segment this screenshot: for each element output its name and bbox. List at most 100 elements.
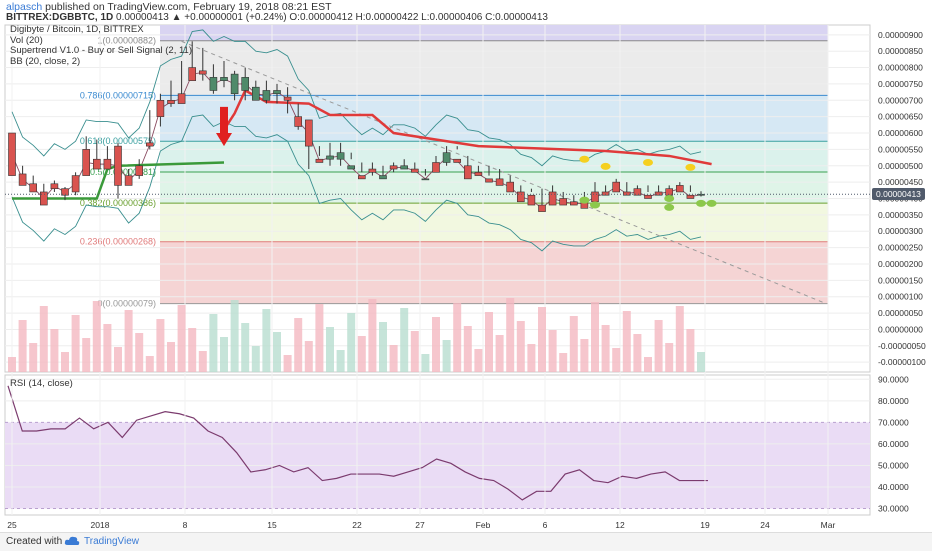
volume-bar bbox=[675, 306, 684, 372]
volume-bar bbox=[697, 352, 705, 372]
volume-bar bbox=[474, 349, 483, 372]
volume-bar bbox=[241, 323, 250, 372]
rsi-tick-label: 30.0000 bbox=[878, 504, 909, 514]
publish-line: alpasch published on TradingView.com, Fe… bbox=[6, 1, 332, 13]
price-tick-label: 0.00000300 bbox=[878, 226, 923, 236]
candle-body bbox=[357, 175, 366, 180]
bb-lower-line bbox=[11, 114, 702, 252]
supertrend-down-line bbox=[222, 88, 712, 166]
volume-bar bbox=[230, 300, 239, 372]
volume-bar bbox=[538, 307, 546, 372]
candle-body bbox=[569, 201, 578, 206]
volume-bar bbox=[485, 312, 493, 372]
candle-body bbox=[156, 99, 165, 117]
volume-bar bbox=[506, 298, 515, 372]
price-tick-label: -0.00000100 bbox=[878, 357, 926, 367]
footer-created: Created with bbox=[6, 536, 63, 547]
candle-body bbox=[146, 142, 154, 147]
indicator-legend: Digibyte / Bitcoin, 1D, BITTREX Vol (20)… bbox=[10, 24, 192, 67]
rsi-legend: RSI (14, close) bbox=[10, 378, 73, 389]
volume-bar bbox=[294, 318, 303, 372]
candle-body bbox=[241, 77, 249, 91]
candle-body bbox=[18, 173, 27, 186]
volume-bar bbox=[686, 329, 695, 372]
volume-bar bbox=[315, 304, 324, 372]
volume-bar bbox=[654, 320, 663, 372]
fib-label: 0(0.00000079) bbox=[97, 299, 156, 309]
volume-bar bbox=[410, 331, 419, 372]
candle-body bbox=[273, 90, 281, 95]
volume-bar bbox=[251, 346, 260, 372]
candle-body bbox=[230, 73, 239, 95]
candle-body bbox=[421, 178, 430, 181]
volume-bar bbox=[50, 329, 59, 372]
volume-bar bbox=[463, 326, 472, 372]
volume-bar bbox=[580, 339, 589, 372]
date-tick-label: Mar bbox=[821, 520, 836, 530]
support-marker bbox=[579, 196, 590, 204]
candle-body bbox=[622, 191, 631, 196]
support-marker bbox=[590, 201, 600, 209]
candle-body bbox=[103, 158, 112, 170]
author-link[interactable]: alpasch bbox=[6, 1, 43, 13]
candle-body bbox=[495, 178, 504, 186]
volume-bar bbox=[379, 322, 387, 372]
volume-bar bbox=[103, 324, 112, 372]
volume-bar bbox=[336, 350, 345, 372]
price-tick-label: 0.00000050 bbox=[878, 308, 923, 318]
last-price-tag: 0.00000413 bbox=[872, 188, 925, 200]
fib-label: 0.236(0.00000268) bbox=[80, 237, 156, 247]
price-tick-label: 0.00000350 bbox=[878, 210, 923, 220]
candle-body bbox=[474, 172, 483, 176]
volume-bar bbox=[124, 310, 133, 372]
fib-zone-top bbox=[160, 25, 828, 41]
footer-brand[interactable]: TradingView bbox=[84, 536, 140, 547]
candle-body bbox=[506, 181, 515, 193]
candle-body bbox=[601, 191, 610, 196]
volume-bar bbox=[644, 357, 652, 372]
candle-body bbox=[368, 168, 377, 173]
rsi-tick-label: 50.0000 bbox=[878, 460, 909, 470]
sell-arrow-icon bbox=[216, 106, 232, 147]
candle-body bbox=[336, 152, 345, 160]
candle-body bbox=[633, 188, 642, 196]
candle-body bbox=[82, 149, 90, 176]
volume-bar bbox=[527, 344, 536, 372]
trend-line bbox=[181, 40, 827, 305]
rsi-tick-label: 60.0000 bbox=[878, 439, 909, 449]
resistance-marker bbox=[643, 158, 653, 166]
support-marker bbox=[664, 195, 675, 202]
candle-body bbox=[177, 93, 186, 104]
volume-bar bbox=[61, 352, 69, 372]
candle-body bbox=[283, 96, 292, 101]
candle-body bbox=[548, 191, 557, 206]
candle-body bbox=[252, 86, 260, 101]
volume-bar bbox=[198, 351, 207, 372]
candle-body bbox=[220, 77, 228, 81]
volume-bar bbox=[591, 302, 599, 372]
tradingview-cloud-icon bbox=[64, 536, 80, 545]
volume-bar bbox=[273, 332, 281, 372]
price-tick-label: 0.00000600 bbox=[878, 128, 923, 138]
volume-bar bbox=[82, 338, 91, 372]
candle-body bbox=[400, 165, 409, 170]
fib-label: 0.786(0.00000715) bbox=[80, 90, 156, 100]
candle-body bbox=[591, 191, 599, 203]
resistance-marker bbox=[579, 155, 590, 163]
candle-body bbox=[209, 77, 218, 91]
candle-body bbox=[114, 145, 122, 186]
volume-bar bbox=[421, 354, 430, 372]
price-tick-label: 0.00000750 bbox=[878, 79, 923, 89]
date-tick-label: 15 bbox=[267, 520, 277, 530]
volume-bar bbox=[8, 357, 16, 372]
candle-body bbox=[538, 204, 546, 212]
rsi-tick-label: 70.0000 bbox=[878, 417, 909, 427]
volume-bar bbox=[209, 314, 218, 372]
publish-text: published on TradingView.com, February 1… bbox=[45, 1, 332, 13]
volume-bar bbox=[633, 334, 642, 372]
candle-body bbox=[304, 119, 313, 147]
candle-body bbox=[29, 183, 38, 193]
volume-bar bbox=[262, 309, 271, 372]
candle-body bbox=[93, 158, 101, 170]
